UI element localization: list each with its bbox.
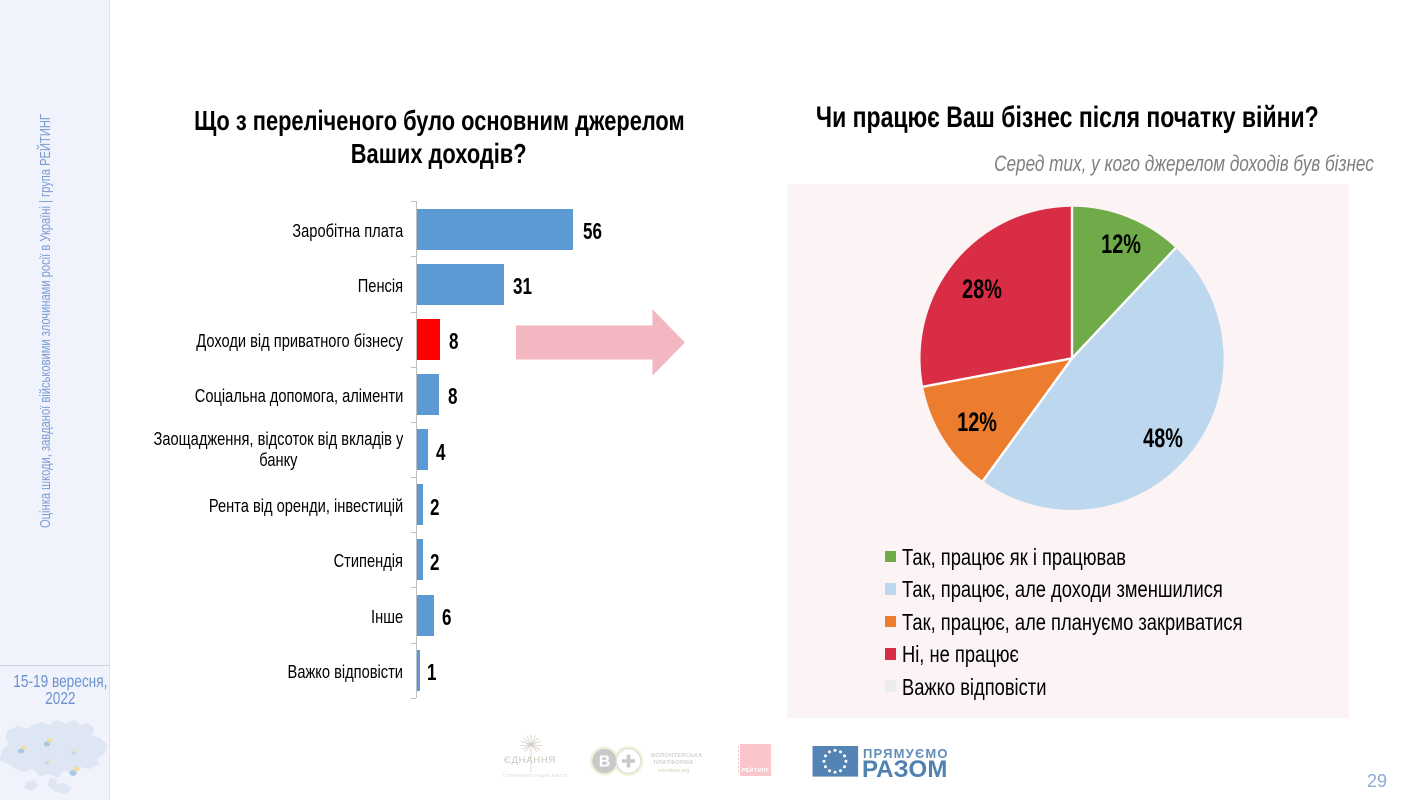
svg-text:B: B [599, 754, 611, 771]
